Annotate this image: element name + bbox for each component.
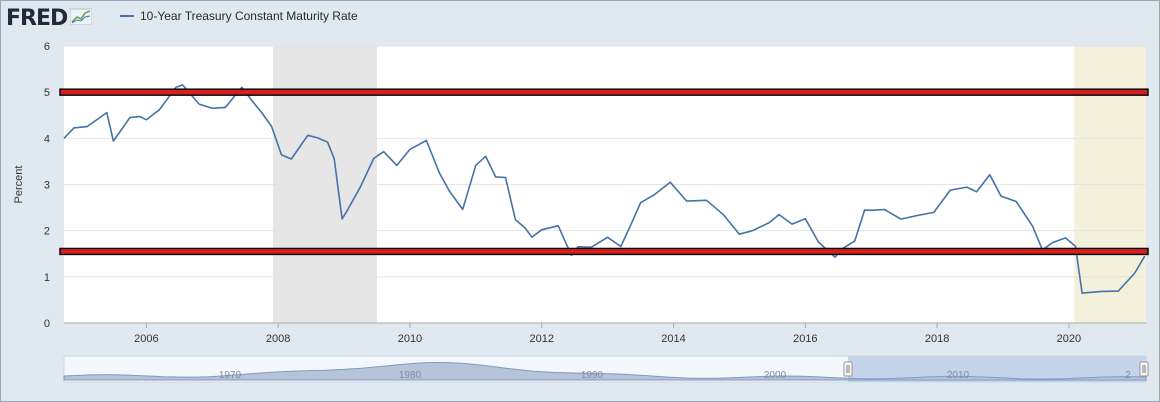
navigator-label-2000: 2000	[764, 370, 787, 381]
x-tick-label-2008: 2008	[266, 333, 290, 345]
y-tick-label-1: 1	[44, 272, 50, 284]
y-tick-label-3: 3	[44, 180, 50, 192]
x-tick-label-2018: 2018	[925, 333, 949, 345]
chart-line-icon	[69, 7, 93, 30]
navigator-label-1990: 1990	[581, 370, 604, 381]
navigator-label-2: 2	[1125, 370, 1131, 381]
navigator-label-2010: 2010	[947, 370, 970, 381]
y-tick-label-0: 0	[44, 318, 50, 330]
annotation-line-0	[59, 88, 1149, 96]
y-tick-label-6: 6	[44, 41, 50, 53]
navigator-handle-right[interactable]	[1139, 361, 1149, 377]
x-tick-label-2010: 2010	[398, 333, 422, 345]
y-axis-title: Percent	[13, 166, 25, 204]
x-tick-label-2016: 2016	[793, 333, 817, 345]
y-tick-label-5: 5	[44, 87, 50, 99]
navigator-label-1970: 1970	[219, 370, 242, 381]
legend-swatch	[120, 15, 134, 17]
navigator-series-area	[63, 362, 1147, 381]
annotation-line-1	[59, 247, 1149, 256]
x-tick-label-2014: 2014	[661, 333, 685, 345]
navigator-handle-left[interactable]	[843, 361, 853, 377]
fred-logo[interactable]: FRED	[6, 4, 93, 32]
y-tick-label-2: 2	[44, 226, 50, 238]
y-tick-label-4: 4	[44, 133, 50, 145]
x-tick-label-2006: 2006	[134, 333, 158, 345]
navigator-label-1980: 1980	[399, 370, 422, 381]
x-tick-label-2012: 2012	[529, 333, 553, 345]
logo-text: FRED	[6, 5, 68, 31]
x-tick-label-2020: 2020	[1057, 333, 1081, 345]
legend-label: 10-Year Treasury Constant Maturity Rate	[140, 9, 358, 23]
chart-legend[interactable]: 10-Year Treasury Constant Maturity Rate	[120, 9, 358, 23]
